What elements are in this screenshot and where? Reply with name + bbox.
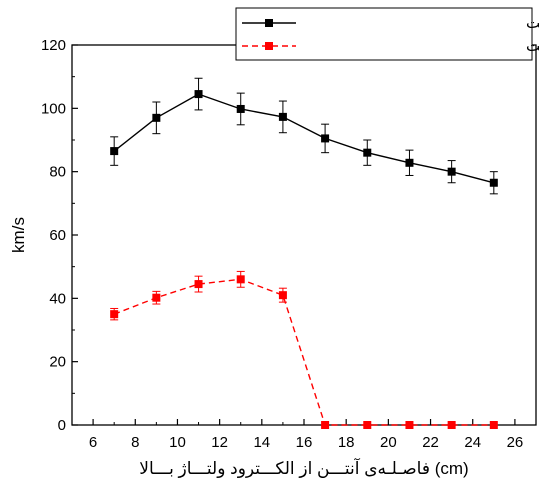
x-tick-label: 24 (464, 434, 481, 451)
series-line (113, 278, 494, 426)
y-tick-label: 20 (49, 354, 66, 371)
axes-frame (71, 44, 537, 426)
x-tick-label: 14 (253, 434, 270, 451)
data-point (278, 291, 287, 300)
data-point (236, 104, 245, 113)
x-axis-label: (cm) فاصـلـه‌ی آنتـــن از الکـــترود ولت… (139, 457, 468, 478)
data-point (194, 90, 203, 99)
data-point (110, 310, 119, 319)
data-point (152, 113, 161, 122)
y-tick-label: 0 (58, 417, 66, 434)
data-point (489, 421, 498, 429)
data-point (152, 293, 161, 302)
series-1 (110, 77, 498, 195)
data-point (321, 421, 330, 429)
legend-marker-1 (265, 19, 273, 27)
data-point (278, 112, 287, 121)
data-point (236, 275, 245, 284)
y-tick-label: 40 (49, 290, 66, 307)
x-tick-label: 8 (131, 434, 139, 451)
x-tick-label: 6 (89, 434, 97, 451)
x-tick-label: 22 (422, 434, 439, 451)
legend-label-2: سـرعت بـه ازای ولتـاژ 8 کیلـو ولـت (526, 37, 539, 55)
axis-ticks: 0 20 40 60 80 100 120 6 8 10 12 14 16 18 20 22 24 26 (41, 37, 537, 451)
x-tick-label: 16 (296, 434, 313, 451)
legend-box (235, 7, 533, 61)
series-2 (110, 270, 498, 429)
y-tick-label: 80 (49, 164, 66, 181)
x-tick-label: 20 (380, 434, 397, 451)
data-point (363, 148, 372, 157)
legend: سـرعت بـه ازای ولتـاژ 16 کیلـو ولـت سـرعت… (235, 7, 539, 61)
data-point (194, 280, 203, 289)
x-tick-label: 26 (507, 434, 524, 451)
data-point (447, 421, 456, 429)
data-point (110, 147, 119, 156)
data-point (363, 421, 372, 429)
y-tick-label: 100 (41, 100, 66, 117)
legend-marker-2 (265, 42, 273, 50)
y-tick-label: 120 (41, 37, 66, 54)
plot-frame (71, 44, 537, 426)
series-line (113, 93, 494, 184)
legend-label-1: سـرعت بـه ازای ولتـاژ 16 کیلـو ولـت (526, 14, 539, 32)
data-point (405, 421, 414, 429)
data-point (405, 158, 414, 167)
y-tick-label: 60 (49, 227, 66, 244)
x-tick-label: 10 (169, 434, 186, 451)
x-tick-label: 18 (338, 434, 355, 451)
data-point (489, 178, 498, 187)
x-tick-label: 12 (211, 434, 228, 451)
y-axis-label: km/s (9, 217, 28, 253)
series-group (110, 77, 498, 429)
data-point (321, 134, 330, 143)
data-point (447, 167, 456, 176)
